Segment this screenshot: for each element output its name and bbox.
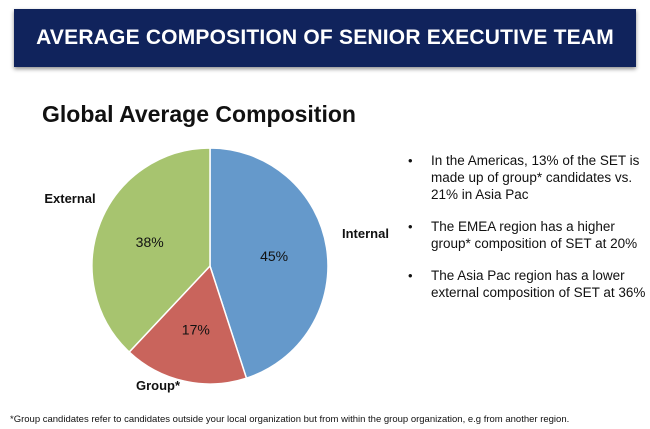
bullet-symbol: • bbox=[408, 153, 413, 168]
bullet-symbol: • bbox=[408, 268, 413, 283]
bullet-text: The Asia Pac region has a lower external… bbox=[431, 268, 646, 300]
bullet-list: • In the Americas, 13% of the SET is mad… bbox=[408, 152, 646, 316]
header-bar: AVERAGE COMPOSITION OF SENIOR EXECUTIVE … bbox=[14, 9, 636, 67]
page-title: AVERAGE COMPOSITION OF SENIOR EXECUTIVE … bbox=[36, 26, 614, 49]
pie-slice-group bbox=[128, 264, 248, 385]
footnote: *Group candidates refer to candidates ou… bbox=[10, 414, 570, 425]
bullet-symbol: • bbox=[408, 219, 413, 234]
slice-category-label: Internal bbox=[342, 226, 389, 241]
bullet-text: The EMEA region has a higher group* comp… bbox=[431, 219, 638, 251]
slice-value-label: 45% bbox=[260, 248, 288, 264]
pie-slice-external bbox=[91, 147, 211, 354]
bullet-text: In the Americas, 13% of the SET is made … bbox=[431, 153, 640, 202]
bullet-item: • The EMEA region has a higher group* co… bbox=[408, 218, 646, 252]
slice-category-label: External bbox=[44, 191, 95, 206]
bullet-item: • In the Americas, 13% of the SET is mad… bbox=[408, 152, 646, 203]
slice-value-label: 38% bbox=[136, 234, 164, 250]
pie-slices bbox=[91, 147, 329, 385]
pie-slice-internal bbox=[209, 147, 329, 380]
chart-title: Global Average Composition bbox=[42, 101, 356, 127]
pie-labels: 45% Internal 17% Group* 38% External bbox=[44, 191, 389, 393]
slice-category-label: Group* bbox=[136, 378, 181, 393]
bullet-item: • The Asia Pac region has a lower extern… bbox=[408, 267, 646, 301]
slice-value-label: 17% bbox=[182, 321, 210, 337]
